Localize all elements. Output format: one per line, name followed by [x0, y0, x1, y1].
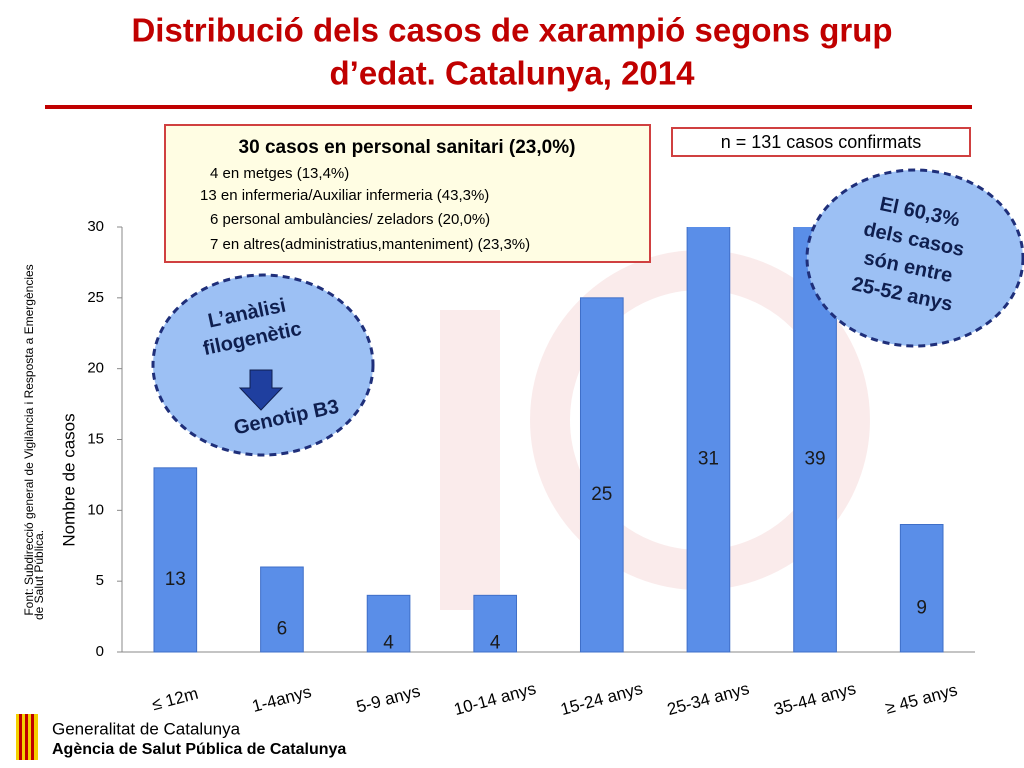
- y-tick-label: 15: [87, 430, 104, 447]
- bar: [579, 297, 624, 653]
- value-label: 4: [490, 633, 501, 654]
- y-tick-label: 10: [87, 501, 104, 518]
- y-tick-label: 25: [87, 289, 104, 306]
- source: Font: Subdirecció general de Vigilància …: [22, 264, 36, 615]
- y-tick-label: 0: [96, 643, 104, 660]
- footer-text: Agència de Salut Pública de Catalunya: [52, 741, 346, 758]
- value-label: 4: [383, 633, 394, 654]
- value-label: 6: [277, 619, 288, 640]
- y-tick-label: 20: [87, 360, 104, 377]
- bar: [473, 594, 518, 653]
- bar: [260, 566, 304, 653]
- y-tick-label: 5: [96, 572, 104, 589]
- bar: [686, 227, 731, 653]
- value-label: 13: [165, 569, 186, 590]
- value-label: 31: [698, 449, 719, 470]
- bar: [899, 524, 944, 653]
- staff-box-line: 6 personal ambulàncies/ zeladors (20,0%): [210, 211, 490, 228]
- footer-text: Generalitat de Catalunya: [52, 719, 241, 738]
- value-label: 25: [591, 484, 612, 505]
- staff-box-line: 7 en altres(administratius,manteniment) …: [210, 236, 530, 253]
- value-label: 9: [916, 597, 927, 618]
- staff-box: [164, 124, 651, 263]
- callout-left: [151, 273, 375, 457]
- logo: [16, 714, 38, 760]
- y-axis-label: Nombre de casos: [59, 413, 78, 546]
- slide-title: Distribució dels casos de xarampió segon…: [131, 12, 892, 49]
- bar: [366, 594, 411, 653]
- n-label: n = 131 casos confirmats: [721, 132, 922, 152]
- arrow: [238, 369, 284, 411]
- callout-right: [805, 168, 1024, 348]
- staff-box-line: 4 en metges (13,4%): [210, 165, 349, 182]
- staff-box-line: 13 en infermeria/Auxiliar infermeria (43…: [200, 187, 489, 204]
- source: de Salut Pública.: [32, 530, 46, 620]
- bars: [153, 227, 944, 653]
- slide-title: d’edat. Catalunya, 2014: [330, 55, 696, 92]
- bar: [153, 467, 198, 653]
- staff-box-title: 30 casos en personal sanitari (23,0%): [239, 137, 576, 158]
- y-tick-label: 30: [87, 218, 104, 235]
- value-label: 39: [804, 449, 825, 470]
- n-box: [671, 127, 971, 157]
